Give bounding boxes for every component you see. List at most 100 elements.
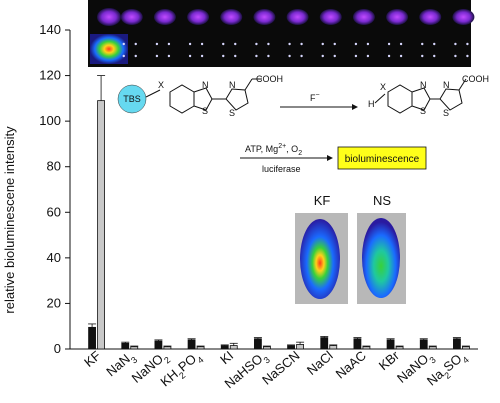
strip-dot [200,42,204,46]
bar [362,346,371,350]
bar [386,339,395,350]
strip-spot [187,9,210,25]
tbs-bond [145,89,161,98]
strip-spot [419,9,442,25]
strip-dot [288,42,291,46]
strip-spot [253,9,276,25]
benzothiazole-right [387,78,467,114]
n-atom-1: N [202,80,209,90]
reagent-fluoride: F− [310,92,320,103]
mouse-images: KF NS [295,193,406,304]
bar [97,100,105,350]
strip-dot [454,42,457,46]
strip-spot-top [97,8,121,26]
well-image-strip [88,0,475,67]
reagent-atp: ATP, Mg2+, O2 [245,143,302,157]
strip-dot [300,54,303,58]
h-bond [374,93,386,104]
strip-dot [421,42,424,46]
s-atom-3: S [420,106,426,116]
s-atom-1: S [202,106,208,116]
n-atom-3: N [420,80,427,90]
strip-dot [366,42,370,46]
strip-spots [90,8,475,64]
bar [428,346,437,350]
strip-dot [321,42,324,46]
y-tick-label: 0 [54,341,61,356]
strip-dot [134,42,137,46]
bar [196,346,205,350]
strip-dot [454,54,457,58]
s-atom-4: S [443,108,449,118]
bar [263,346,271,350]
bar [229,345,238,350]
strip-spot [319,9,342,25]
strip-dot [267,54,270,58]
mouse-label-ns: NS [373,193,391,208]
strip-dot [155,42,159,46]
y-tick-label: 40 [47,250,61,265]
strip-dot [466,42,469,46]
arrowhead-bottom [327,155,333,161]
s-atom-2: S [229,108,235,118]
bar [419,339,428,350]
y-axis-label: relative bioluminescene intensity [2,126,17,314]
strip-spot [120,9,143,25]
bar [163,346,172,350]
strip-dot [354,42,358,46]
cooh-label-2: COOH [462,74,489,84]
category-label: KI [217,348,236,367]
category-label: KF [81,348,103,370]
strip-dot [122,42,125,46]
strip-dot [288,54,291,58]
reaction-scheme: TBS X S N N S COOH F− H X [117,74,489,174]
strip-spot [386,9,409,25]
strip-dot [167,54,171,58]
strip-dot [300,42,303,46]
category-label: KH2PO4 [157,348,205,393]
category-label: NaCl [304,348,336,378]
strip-dot [167,42,171,46]
strip-dot [222,42,225,46]
y-tick-label: 120 [39,68,61,83]
strip-dot [399,54,403,58]
strip-spot [220,9,243,25]
strip-dot [222,54,225,58]
mouse-label-kf: KF [314,193,331,208]
strip-dot [399,42,403,46]
bar [453,338,461,350]
bar [121,342,130,350]
bars [88,75,470,350]
bar [395,346,404,350]
bar [296,344,304,350]
reagent-luciferase: luciferase [262,164,301,174]
n-atom-2: N [229,80,236,90]
x-atom-label-2: X [380,82,386,92]
bioluminescence-label: bioluminescence [345,154,420,165]
bar [154,340,163,350]
cooh-label-1: COOH [256,74,283,84]
bar [88,326,96,350]
bar [329,345,338,350]
mouse-heatmap-kf [300,219,340,299]
y-tick-label: 80 [47,159,61,174]
strip-dot [333,54,336,58]
strip-dot [387,42,391,46]
strip-dot [354,54,358,58]
y-axis: 0 20 40 60 80 100 120 140 [39,22,71,356]
strip-dot [255,54,258,58]
strip-dot [255,42,258,46]
strip-dot [134,54,137,58]
arrowhead-top [352,104,358,110]
h-atom-label: H [368,99,375,109]
strip-dot [433,42,436,46]
strip-background [88,0,471,67]
strip-spot [153,9,176,25]
n-atom-4: N [443,80,450,90]
tbs-label: TBS [123,94,141,104]
tbs-group-circle [117,84,147,114]
strip-dot [188,42,192,46]
strip-spot [286,9,309,25]
